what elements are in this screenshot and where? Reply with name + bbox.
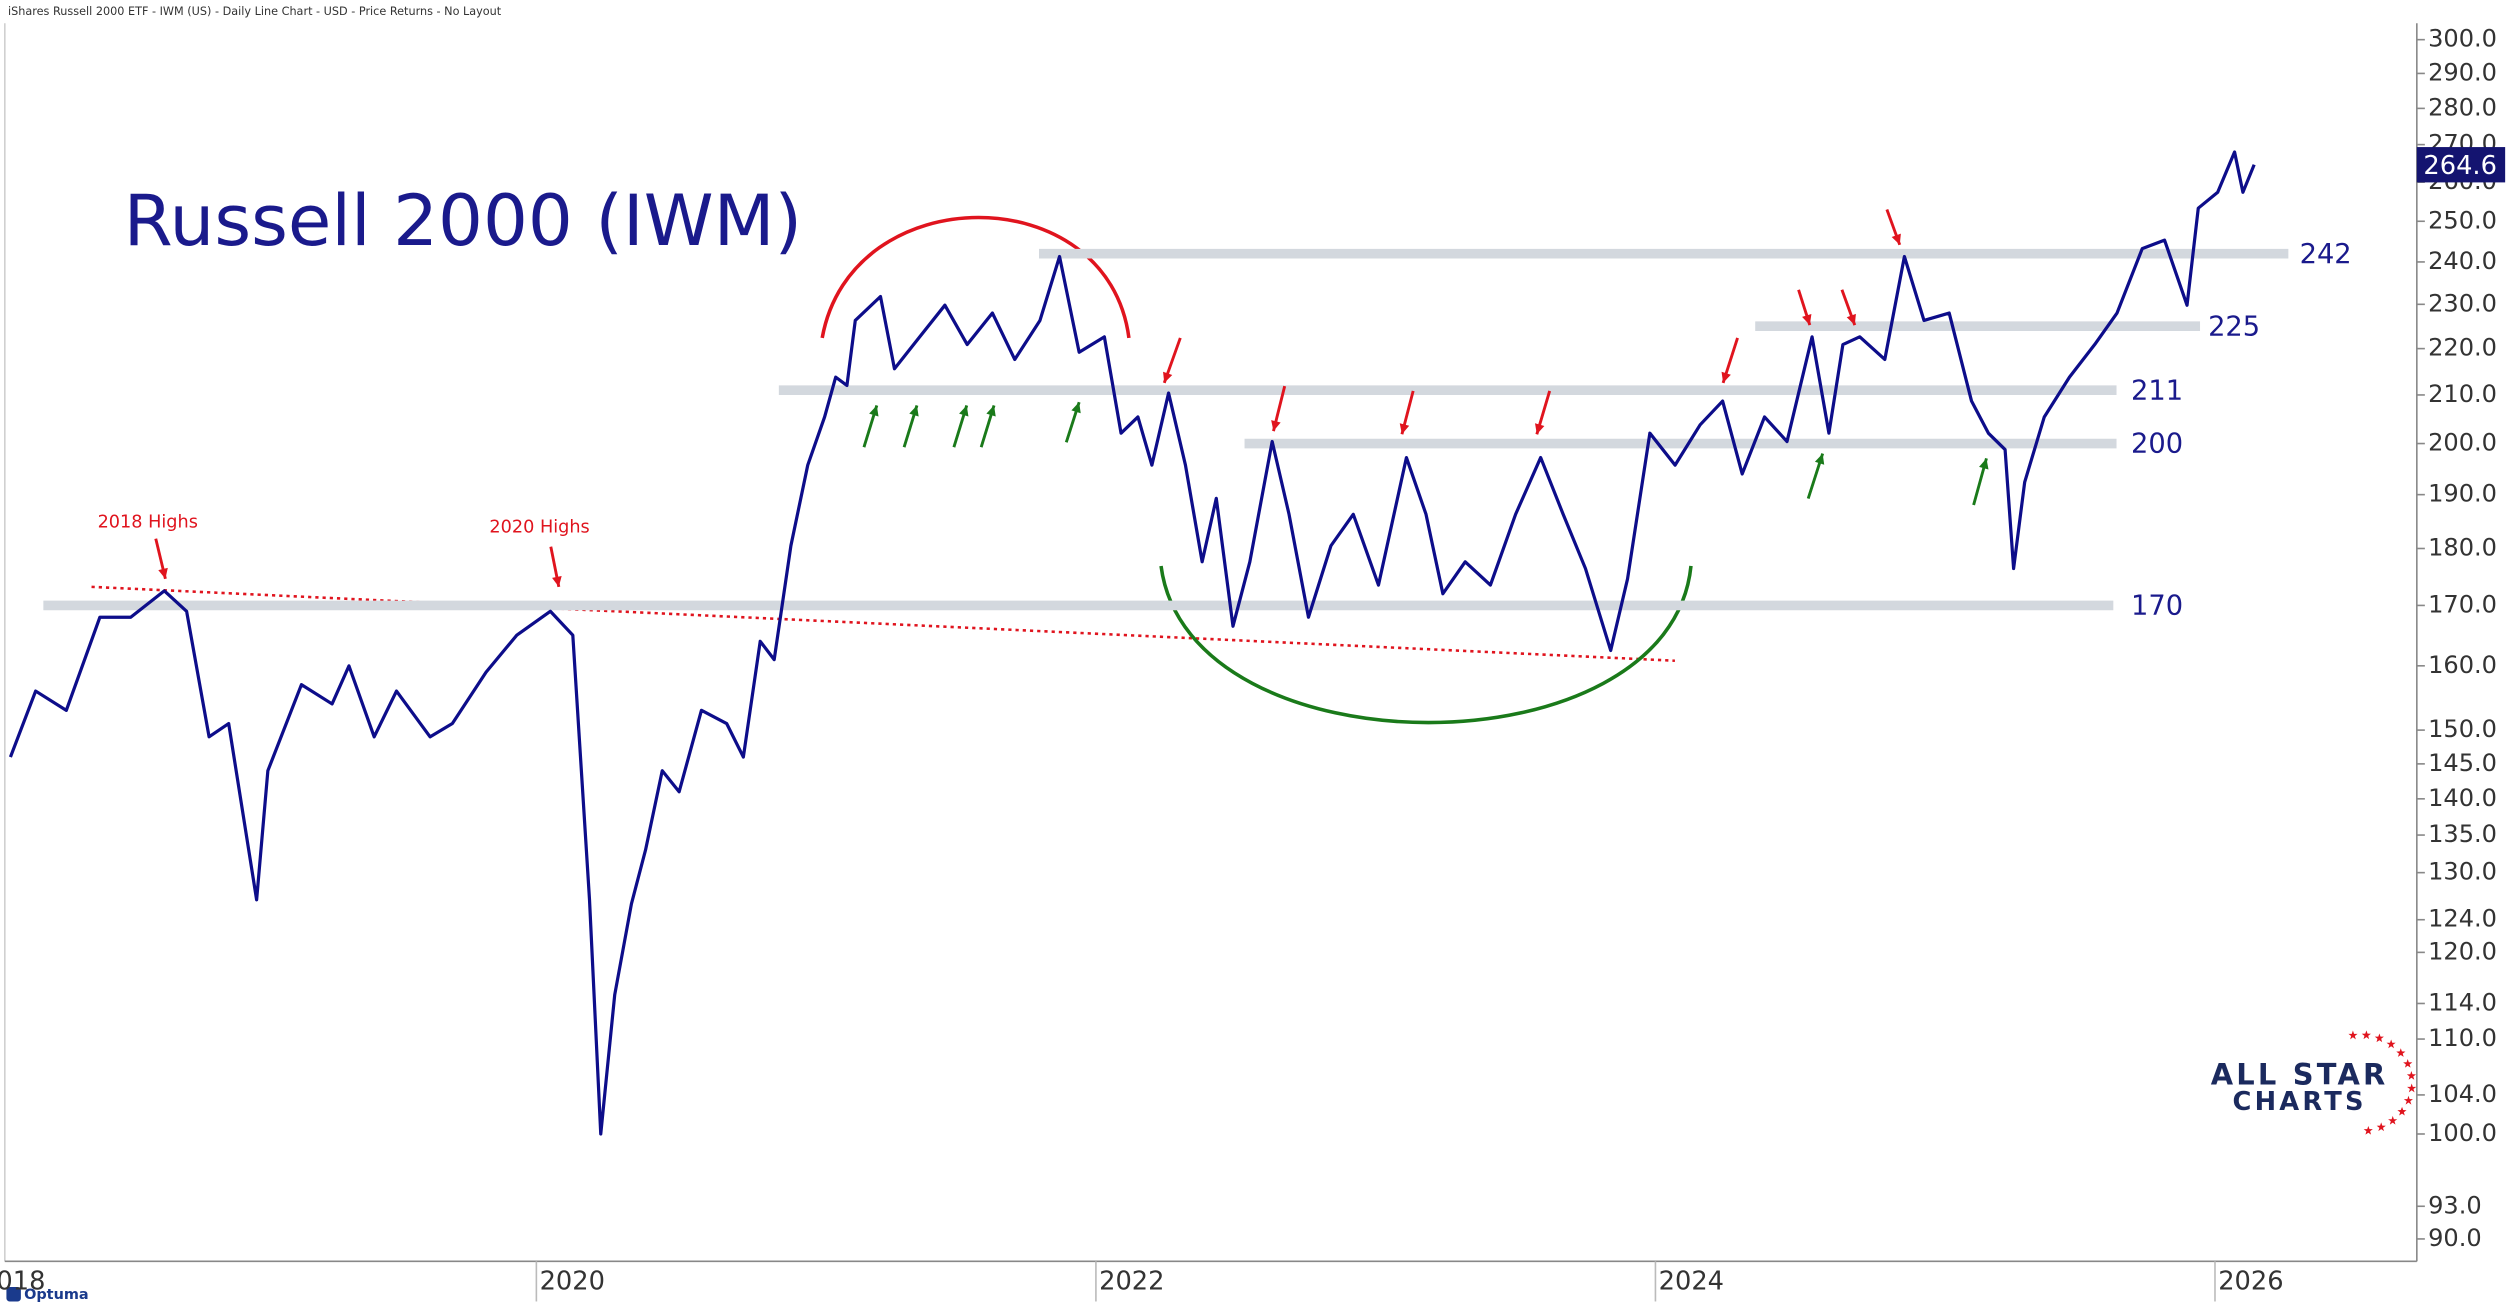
logo-star <box>2363 1125 2373 1135</box>
y-tick-label: 200.0 <box>2428 429 2497 457</box>
header: iShares Russell 2000 ETF - IWM (US) - Da… <box>8 5 502 18</box>
y-tick-label: 240.0 <box>2428 247 2497 275</box>
logo-star <box>2396 1048 2406 1057</box>
y-tick-label: 93.0 <box>2428 1191 2482 1219</box>
y-tick-label: 190.0 <box>2428 480 2497 508</box>
y-tick-label: 140.0 <box>2428 784 2497 812</box>
arrow-head <box>986 405 996 417</box>
arrow-head <box>1399 423 1410 435</box>
y-tick-label: 180.0 <box>2428 533 2497 561</box>
y-tick-label: 300.0 <box>2428 25 2497 53</box>
y-tick-label: 280.0 <box>2428 93 2497 121</box>
y-tick-label: 135.0 <box>2428 820 2497 848</box>
level-label: 225 <box>2208 311 2260 342</box>
y-tick-label: 250.0 <box>2428 206 2497 234</box>
logo-star <box>2374 1033 2384 1043</box>
last-value-box <box>2416 147 2506 183</box>
x-tick-label: 2022 <box>1099 1267 1164 1297</box>
logo-star <box>2386 1039 2396 1049</box>
level-label: 211 <box>2131 375 2183 406</box>
y-tick-label: 100.0 <box>2428 1119 2497 1147</box>
chart-title: Russell 2000 (IWM) <box>124 179 802 262</box>
logo-star <box>2361 1030 2371 1040</box>
brand: Optuma <box>24 1287 89 1303</box>
arrow-head <box>1071 402 1081 414</box>
y-tick-label: 210.0 <box>2428 380 2497 408</box>
level-label: 200 <box>2131 429 2183 460</box>
logo-star <box>2397 1106 2407 1116</box>
y-tick-label: 114.0 <box>2428 988 2497 1016</box>
annotation: 2018 Highs <box>98 513 198 533</box>
arrow-head <box>1979 458 1989 470</box>
base-arc <box>1159 565 1693 725</box>
logo-star <box>2403 1058 2413 1068</box>
logo-star <box>2376 1122 2386 1132</box>
logo-star <box>2388 1115 2398 1125</box>
x-tick-label: 2024 <box>1659 1267 1724 1297</box>
logo-star <box>2407 1083 2417 1093</box>
y-tick-label: 130.0 <box>2428 858 2497 886</box>
x-tick-label: 2018 <box>0 1267 45 1297</box>
last-value-label: 264.6 <box>2423 151 2497 181</box>
y-tick-label: 160.0 <box>2428 651 2497 679</box>
y-tick-label: 230.0 <box>2428 289 2497 317</box>
arrow-head <box>1814 453 1825 465</box>
top-arc <box>820 215 1131 339</box>
y-tick-label: 104.0 <box>2428 1080 2497 1108</box>
y-tick-label: 150.0 <box>2428 715 2497 743</box>
arrow-head <box>1891 233 1901 245</box>
level-label: 170 <box>2131 591 2183 622</box>
y-tick-label: 120.0 <box>2428 937 2497 965</box>
price-line <box>8 150 2256 1136</box>
arrow-head <box>1846 313 1856 326</box>
y-tick-label: 220.0 <box>2428 334 2497 362</box>
arrow-head <box>158 567 168 579</box>
brand-icon <box>6 1287 21 1302</box>
arrow-head <box>909 405 919 417</box>
arrow-head <box>1721 371 1731 383</box>
arrow-head <box>869 405 879 417</box>
arrow-head <box>1535 423 1545 435</box>
x-tick-label: 2020 <box>540 1267 605 1297</box>
logo-star <box>2406 1071 2417 1080</box>
y-tick-label: 170.0 <box>2428 590 2497 618</box>
logo-star <box>2403 1095 2413 1105</box>
logo-text: ALL STAR <box>2211 1058 2389 1092</box>
arrow-head <box>1271 420 1281 432</box>
annotation: 2020 Highs <box>489 517 589 537</box>
level-label: 242 <box>2300 239 2352 270</box>
y-tick-label: 124.0 <box>2428 905 2497 933</box>
y-tick-label: 110.0 <box>2428 1024 2497 1052</box>
x-tick-label: 2026 <box>2218 1267 2283 1297</box>
arrow-head <box>959 405 969 417</box>
y-tick-label: 145.0 <box>2428 749 2497 777</box>
arrow-head <box>1163 371 1173 383</box>
logo-star <box>2348 1030 2358 1040</box>
arrow-head <box>552 575 562 587</box>
y-tick-label: 90.0 <box>2428 1224 2482 1252</box>
arrow-head <box>1802 313 1812 326</box>
y-tick-label: 290.0 <box>2428 58 2497 86</box>
logo-text: CHARTS <box>2233 1087 2367 1117</box>
